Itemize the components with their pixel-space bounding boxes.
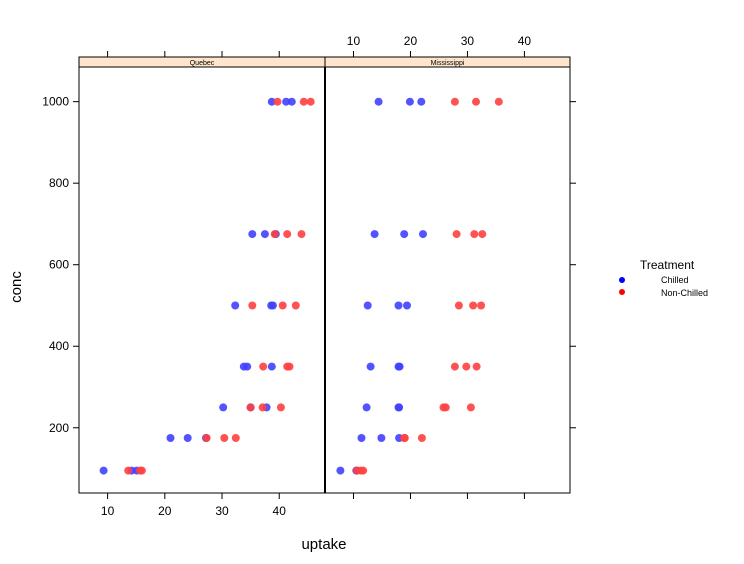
- point-mississippi-non-chilled: [469, 301, 478, 310]
- point-quebec-non-chilled: [246, 403, 255, 412]
- y-tick-label: 400: [49, 339, 69, 353]
- strip-label-quebec: Quebec: [190, 60, 215, 67]
- point-mississippi-chilled: [377, 434, 386, 442]
- point-quebec-non-chilled: [299, 97, 308, 106]
- x-tick-label-top: 40: [518, 34, 532, 48]
- point-quebec-chilled: [282, 97, 291, 106]
- point-quebec-chilled: [267, 362, 276, 371]
- point-quebec-chilled: [166, 434, 175, 442]
- point-mississippi-chilled: [394, 403, 403, 412]
- point-mississippi-non-chilled: [494, 97, 503, 106]
- point-mississippi-chilled: [405, 97, 414, 106]
- point-mississippi-chilled: [400, 230, 409, 239]
- point-quebec-non-chilled: [231, 434, 240, 442]
- axes-layer: 10 10 20 20 30 30 40 40 200 400 600 800 1000: [42, 34, 576, 518]
- panels-layer: Quebec Mississippi: [78, 56, 571, 494]
- point-mississippi-non-chilled: [450, 97, 459, 106]
- x-tick-label-bottom: 30: [215, 504, 229, 518]
- point-quebec-chilled: [267, 97, 276, 106]
- legend-title: Treatment: [640, 258, 695, 272]
- point-mississippi-chilled: [366, 362, 375, 371]
- point-mississippi-non-chilled: [454, 301, 463, 310]
- point-quebec-non-chilled: [137, 466, 146, 475]
- point-quebec-non-chilled: [259, 362, 268, 371]
- point-quebec-chilled: [219, 403, 228, 412]
- point-quebec-chilled: [260, 230, 269, 239]
- y-axis-title: conc: [8, 271, 25, 303]
- point-mississippi-chilled: [363, 301, 372, 310]
- point-mississippi-non-chilled: [439, 403, 448, 412]
- point-quebec-chilled: [231, 301, 240, 310]
- x-axis-title: uptake: [301, 536, 346, 553]
- point-mississippi-non-chilled: [417, 434, 426, 442]
- point-mississippi-chilled: [394, 301, 403, 310]
- point-mississippi-non-chilled: [462, 362, 471, 371]
- y-tick-label: 1000: [42, 95, 69, 109]
- panel-frame-mississippi: [324, 66, 571, 494]
- point-mississippi-non-chilled: [359, 466, 368, 475]
- point-mississippi-non-chilled: [450, 362, 459, 371]
- point-quebec-chilled: [243, 362, 252, 371]
- strip-label-mississippi: Mississippi: [431, 60, 465, 67]
- point-mississippi-chilled: [336, 466, 345, 475]
- y-tick-label: 800: [49, 176, 69, 190]
- point-quebec-non-chilled: [297, 230, 306, 239]
- point-quebec-chilled: [248, 230, 257, 239]
- point-quebec-non-chilled: [273, 97, 282, 106]
- point-quebec-non-chilled: [270, 230, 279, 239]
- point-quebec-non-chilled: [278, 301, 287, 310]
- panel-frame-quebec: [78, 66, 326, 494]
- point-quebec-non-chilled: [276, 403, 285, 412]
- point-quebec-non-chilled: [285, 362, 294, 371]
- x-tick-label-bottom: 10: [101, 504, 115, 518]
- point-quebec-non-chilled: [258, 403, 267, 412]
- x-tick-label-top: 30: [461, 34, 475, 48]
- point-mississippi-non-chilled: [478, 230, 487, 239]
- legend-marker-chilled: [619, 277, 625, 283]
- x-tick-label-top: 20: [404, 34, 418, 48]
- point-mississippi-non-chilled: [470, 230, 479, 239]
- point-mississippi-non-chilled: [466, 403, 475, 412]
- point-quebec-chilled: [99, 466, 108, 475]
- point-mississippi-chilled: [417, 97, 426, 106]
- y-tick-label: 600: [49, 258, 69, 272]
- x-tick-label-top: 10: [347, 34, 361, 48]
- point-quebec-non-chilled: [291, 301, 300, 310]
- point-mississippi-non-chilled: [452, 230, 461, 239]
- point-mississippi-non-chilled: [472, 97, 480, 106]
- x-tick-label-bottom: 40: [273, 504, 287, 518]
- point-mississippi-chilled: [403, 301, 411, 310]
- points-layer: [99, 97, 503, 475]
- point-quebec-chilled: [287, 97, 296, 106]
- point-mississippi-chilled: [362, 403, 371, 412]
- point-mississippi-chilled: [419, 230, 427, 239]
- point-mississippi-non-chilled: [400, 434, 409, 442]
- legend-marker-non-chilled: [619, 289, 625, 295]
- legend: Treatment Chilled Non-Chilled: [619, 258, 708, 298]
- point-mississippi-chilled: [394, 362, 403, 371]
- point-mississippi-chilled: [370, 230, 379, 239]
- point-mississippi-non-chilled: [472, 362, 481, 371]
- point-quebec-non-chilled: [306, 97, 315, 106]
- point-quebec-chilled: [183, 434, 192, 442]
- y-tick-label: 200: [49, 421, 69, 435]
- point-quebec-non-chilled: [220, 434, 229, 442]
- point-mississippi-non-chilled: [477, 301, 486, 310]
- legend-label-non-chilled: Non-Chilled: [661, 288, 708, 298]
- point-mississippi-chilled: [374, 97, 383, 106]
- point-quebec-non-chilled: [202, 434, 211, 442]
- x-tick-label-bottom: 20: [158, 504, 172, 518]
- point-mississippi-chilled: [357, 434, 366, 442]
- point-quebec-non-chilled: [283, 230, 292, 239]
- point-quebec-chilled: [268, 301, 277, 310]
- point-quebec-non-chilled: [248, 301, 257, 310]
- point-quebec-non-chilled: [124, 466, 133, 475]
- legend-label-chilled: Chilled: [661, 275, 689, 285]
